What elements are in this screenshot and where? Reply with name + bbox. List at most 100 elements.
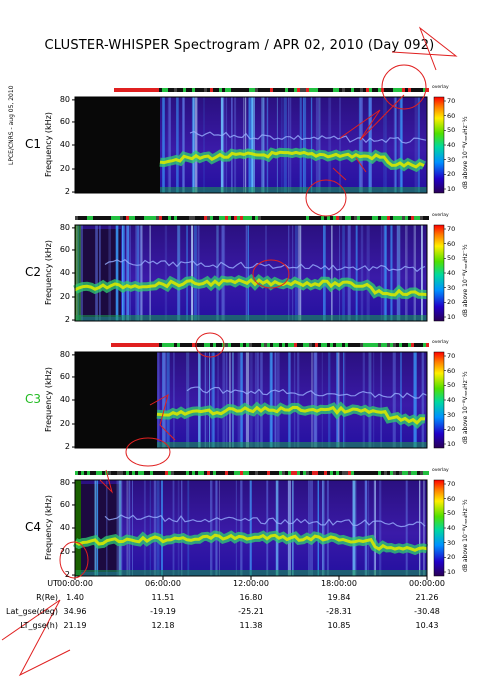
emission-streak	[127, 225, 129, 321]
ephemeris-value: 10.43	[415, 621, 439, 630]
status-strip-segment	[387, 471, 390, 475]
status-strip-segment	[360, 343, 363, 347]
status-strip-segment	[225, 471, 228, 475]
no-data-region	[75, 352, 157, 448]
emission-streak	[327, 480, 329, 576]
emission-streak	[398, 97, 400, 193]
emission-streak	[322, 480, 324, 576]
status-strip-segment	[327, 471, 330, 475]
status-strip-segment	[177, 216, 180, 220]
status-strip-segment	[351, 216, 354, 220]
status-strip-segment	[309, 343, 312, 347]
status-strip-segment	[123, 88, 126, 92]
status-strip-segment	[360, 216, 363, 220]
emission-streak	[315, 97, 319, 193]
status-strip-segment	[366, 216, 369, 220]
early-noise-region	[81, 229, 121, 317]
status-strip-segment	[291, 216, 294, 220]
status-strip-segment	[417, 343, 420, 347]
status-strip-segment	[372, 216, 375, 220]
low-frequency-band	[75, 315, 427, 321]
status-strip-segment	[336, 88, 339, 92]
status-strip-segment	[249, 343, 252, 347]
y-tick-label: 80	[59, 349, 70, 359]
ephemeris-value: 12.18	[151, 621, 175, 630]
colorbar-tick-label: 50	[447, 381, 456, 390]
status-strip-segment	[405, 471, 408, 475]
status-strip-segment	[270, 216, 273, 220]
colorbar-label: dB above 10⁻⁸Vₘₑ₄Hz⁻½	[462, 244, 469, 317]
emission-streak	[256, 352, 259, 448]
status-strip-segment	[78, 471, 81, 475]
status-strip-segment	[288, 343, 291, 347]
panels-layer	[72, 88, 446, 580]
emission-streak	[182, 97, 183, 193]
status-strip-segment	[288, 471, 291, 475]
status-strip-segment	[357, 88, 360, 92]
emission-streak	[292, 225, 294, 321]
emission-streak	[225, 97, 228, 193]
emission-streak	[266, 97, 269, 193]
emission-streak	[362, 352, 365, 448]
status-strip-segment	[384, 216, 387, 220]
status-strip-segment	[201, 471, 204, 475]
annotation-scribble	[1, 599, 71, 677]
emission-streak	[232, 352, 234, 448]
harmonic-trace	[104, 258, 426, 273]
status-strip-segment	[381, 471, 384, 475]
status-strip-segment	[225, 343, 228, 347]
status-strip-segment	[189, 88, 192, 92]
status-strip-segment	[192, 88, 195, 92]
colorbar-tick-label: 20	[447, 298, 456, 307]
status-strip-segment	[369, 471, 372, 475]
emission-streak	[293, 352, 296, 448]
status-strip-segment	[168, 216, 171, 220]
status-strip-segment	[312, 471, 315, 475]
status-strip-segment	[219, 471, 222, 475]
status-strip-segment	[243, 471, 246, 475]
status-strip-segment	[240, 471, 243, 475]
ephemeris-value: 16.80	[239, 593, 263, 602]
status-strip-segment	[141, 343, 144, 347]
emission-streak	[322, 480, 325, 576]
status-strip-segment	[306, 88, 309, 92]
status-strip-segment	[237, 88, 240, 92]
status-strip-segment	[144, 343, 147, 347]
status-strip-segment	[411, 471, 414, 475]
status-strip-segment	[198, 216, 201, 220]
status-strip-segment	[129, 471, 132, 475]
emission-streak	[187, 480, 190, 576]
colorbar	[433, 224, 445, 322]
emission-streak	[405, 480, 408, 576]
status-strip-segment	[414, 88, 417, 92]
emission-streak	[261, 352, 262, 448]
status-strip-segment	[108, 471, 111, 475]
y-tick-label: 80	[59, 222, 70, 232]
status-strip-segment	[279, 88, 282, 92]
status-strip-segment	[402, 471, 405, 475]
y-tick-label: 80	[59, 94, 70, 104]
ephemeris-row-label: Lat_gse(deg)	[6, 607, 58, 616]
colorbar-tick-label: 40	[447, 396, 456, 404]
status-strip-segment	[375, 471, 378, 475]
status-strip-segment	[414, 216, 417, 220]
status-strip-segment	[189, 471, 192, 475]
ephemeris-value: 00:00:00	[409, 579, 445, 588]
ephemeris-value: 1.40	[66, 593, 84, 602]
status-strip-segment	[75, 471, 78, 475]
status-strip-segment	[237, 216, 240, 220]
status-strip-segment	[306, 343, 309, 347]
status-strip-segment	[351, 88, 354, 92]
emission-streak	[206, 352, 208, 448]
status-strip-segment	[120, 88, 123, 92]
emission-streak	[222, 225, 226, 321]
status-strip-segment	[249, 216, 252, 220]
emission-streak	[95, 480, 98, 576]
status-strip-segment	[375, 343, 378, 347]
spectrogram-panel-c3	[72, 343, 446, 449]
emission-streak	[419, 480, 421, 576]
status-strip-segment	[183, 343, 186, 347]
status-strip-segment	[150, 471, 153, 475]
status-strip-segment	[261, 88, 264, 92]
emission-streak	[198, 352, 201, 448]
